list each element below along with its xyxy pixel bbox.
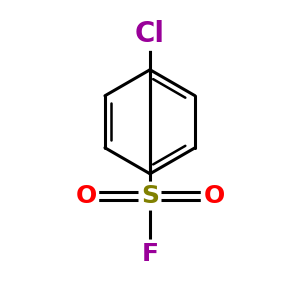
Text: O: O [203, 184, 224, 208]
Text: O: O [76, 184, 97, 208]
Text: Cl: Cl [135, 20, 165, 48]
Text: S: S [141, 184, 159, 208]
Text: F: F [142, 242, 158, 266]
